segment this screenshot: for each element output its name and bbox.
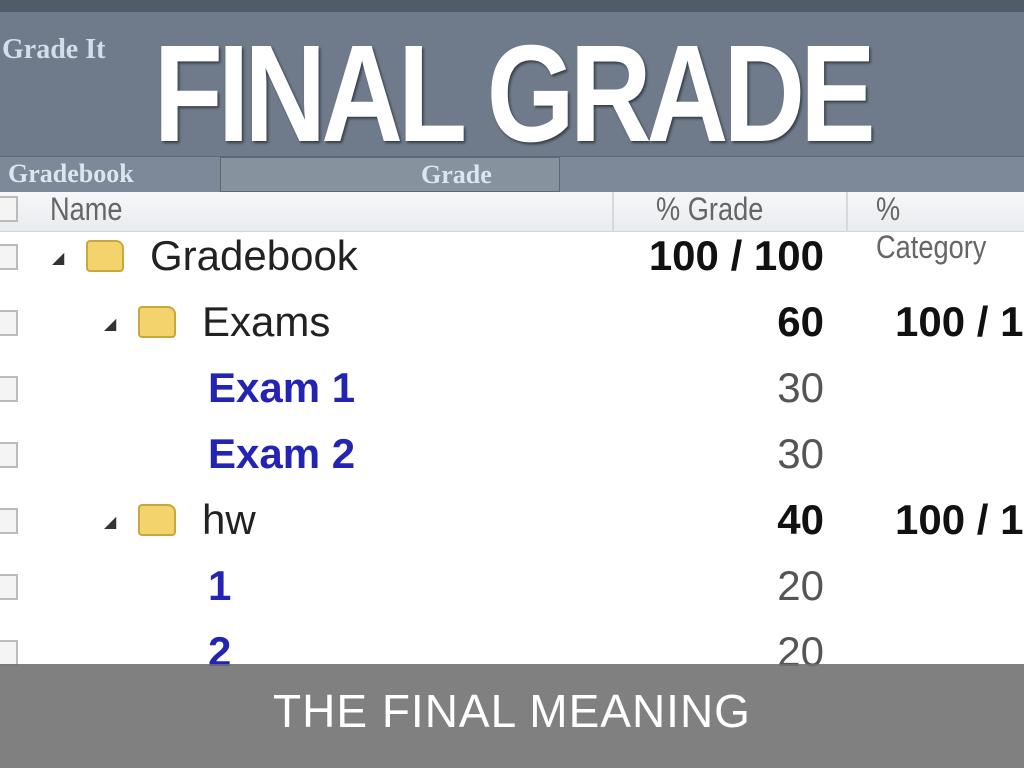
row-checkbox[interactable]	[0, 310, 18, 336]
row-name: hw	[202, 496, 256, 543]
row-grade: 60	[777, 298, 824, 345]
slide-title: FINAL GRADE	[153, 17, 875, 171]
row-category: 100 / 1	[895, 496, 1024, 543]
table-row[interactable]: ◢ Gradebook 100 / 100	[0, 226, 1024, 292]
tab-bar: Gradebook Grade	[0, 156, 1024, 192]
folder-icon	[138, 504, 176, 536]
table-row[interactable]: Exam 2 30	[0, 424, 1024, 490]
tab-grade[interactable]: Grade	[220, 157, 560, 192]
tab-gradebook[interactable]: Gradebook	[8, 159, 134, 188]
row-grade: 40	[777, 496, 824, 543]
row-name[interactable]: Exam 1	[208, 364, 356, 411]
row-name[interactable]: Exam 2	[208, 430, 356, 477]
tab-grade-label: Grade	[421, 160, 492, 189]
row-checkbox[interactable]	[0, 574, 18, 600]
collapse-triangle-icon[interactable]: ◢	[104, 316, 117, 333]
row-checkbox[interactable]	[0, 640, 18, 666]
row-checkbox[interactable]	[0, 508, 18, 534]
column-divider	[846, 192, 848, 232]
folder-icon	[86, 240, 124, 272]
row-grade: 20	[777, 562, 824, 609]
collapse-triangle-icon[interactable]: ◢	[52, 250, 65, 267]
row-name: Gradebook	[150, 232, 358, 279]
slide-subtitle: THE FINAL MEANING	[273, 685, 751, 737]
row-category: 100 / 1	[895, 298, 1024, 345]
grid-header: Name % Grade % Category	[0, 191, 1024, 265]
row-grade: 30	[777, 430, 824, 477]
title-area: FINAL GRADE	[0, 17, 1024, 171]
column-divider	[612, 192, 614, 232]
column-category[interactable]: % Category	[876, 191, 987, 265]
table-row[interactable]: ◢ hw 40 100 / 1	[0, 490, 1024, 556]
table-row[interactable]: 1 20	[0, 556, 1024, 622]
row-checkbox[interactable]	[0, 244, 18, 270]
row-checkbox[interactable]	[0, 376, 18, 402]
table-row[interactable]: ◢ Exams 60 100 / 1	[0, 292, 1024, 358]
row-name[interactable]: 1	[208, 562, 232, 609]
row-checkbox[interactable]	[0, 442, 18, 468]
select-all-checkbox[interactable]	[0, 196, 18, 222]
subtitle-band: THE FINAL MEANING	[0, 664, 1024, 768]
table-row[interactable]: Exam 1 30	[0, 358, 1024, 424]
folder-icon	[138, 306, 176, 338]
background-toolbar: Grade It Gradebook Grade	[0, 0, 1024, 192]
row-name[interactable]: 2	[208, 628, 232, 675]
top-bar	[0, 0, 1024, 12]
collapse-triangle-icon[interactable]: ◢	[104, 514, 117, 531]
column-grade[interactable]: % Grade	[656, 191, 764, 227]
row-grade: 30	[777, 364, 824, 411]
column-name[interactable]: Name	[50, 191, 123, 227]
row-grade: 100 / 100	[648, 232, 824, 279]
row-name: Exams	[202, 298, 331, 345]
breadcrumb: Grade It	[2, 34, 106, 65]
